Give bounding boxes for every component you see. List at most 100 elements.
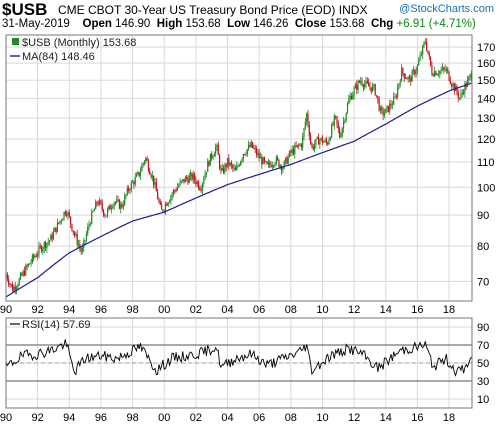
candle-body [249,144,251,147]
candle-body [184,177,186,183]
candle-body [56,222,59,232]
candle-body [354,84,357,89]
candle-body [167,202,169,206]
candle-body [447,69,449,72]
candle-body [200,190,202,192]
x-tick-label: 92 [32,412,44,424]
rsi-axis-labels: 10 30 50 70 90 [477,322,489,406]
candle-body [160,204,163,210]
y-tick-label: 130 [477,113,495,125]
candle-body [255,148,258,155]
candle-body [395,96,397,98]
rsi-tick-label: 10 [477,394,489,406]
candle-body [62,218,64,221]
candle-body [267,162,270,165]
candle-body [153,175,155,185]
candle-body [315,138,317,145]
candle-body [375,95,378,97]
candle-body [468,77,470,81]
x-tick-label: 96 [95,304,107,316]
candle-body [420,54,422,56]
candle-body [232,165,234,168]
candle-body [17,285,19,288]
candle-body [273,165,275,167]
candle-body [230,162,233,166]
candle-body [105,215,107,217]
candle-body [400,67,403,82]
candle-body [445,69,448,71]
candle-body [324,139,326,142]
candle-body [435,71,437,76]
candle-body [358,81,360,83]
candle-body [6,274,8,280]
x-tick-label: 06 [253,412,265,424]
candle-body [75,234,77,236]
candle-body [55,227,57,232]
candle-body [259,157,262,159]
candle-body [81,247,84,252]
candle-body [364,83,366,88]
candle-body [404,78,407,80]
candle-body [361,81,363,85]
candle-body [237,165,239,167]
candle-body [139,171,142,177]
candle-body [399,81,401,84]
candle-body [448,71,450,81]
candle-body [190,173,192,177]
candle-body [303,128,305,137]
candle-body [238,165,240,167]
candle-body [441,67,444,71]
brand-prefix: @ [399,3,411,15]
candle-body [403,73,405,79]
candle-body [79,244,81,248]
candle-body [141,165,143,172]
candle-body [33,255,35,258]
candle-body [60,220,62,222]
candle-body [93,209,95,212]
candle-body [426,42,428,51]
candle-body [220,167,222,171]
x-tick-label: 08 [285,412,297,424]
candle-body [11,285,14,292]
candle-body [331,124,333,138]
candle-body [279,165,281,167]
candle-body [269,162,271,165]
candle-body [84,240,86,242]
candle-body [288,151,291,157]
candle-body [207,161,209,172]
candle-body [248,144,250,150]
candle-body [196,181,198,185]
candle-body [174,190,176,192]
candle-body [116,199,118,203]
candle-body [201,183,204,191]
candle-body [21,273,23,276]
candle-body [258,153,260,159]
candle-body [91,211,93,224]
candle-body [320,137,322,140]
candle-body [222,167,225,173]
legend-swatch-price [12,38,19,45]
candle-body [257,153,259,155]
candle-body [145,158,147,162]
candle-body [192,173,194,180]
candle-body [253,147,255,149]
chart-header: $USB CME CBOT 30-Year US Treasury Bond P… [0,0,500,34]
candle-body [452,83,454,87]
candle-body [333,115,335,125]
candle-body [134,176,136,185]
candle-body [46,243,48,249]
candle-body [191,173,193,180]
exchange-text: INDX [338,3,368,17]
candle-body [149,170,151,175]
candle-body [229,162,231,166]
candle-body [406,78,408,80]
symbol-label: $USB [2,0,48,19]
candle-body [412,69,415,72]
candle-body [77,244,80,246]
candle-body [204,173,206,180]
candle-body [35,256,37,258]
candle-body [464,83,466,94]
candle-body [166,203,168,206]
candle-body [76,234,78,245]
